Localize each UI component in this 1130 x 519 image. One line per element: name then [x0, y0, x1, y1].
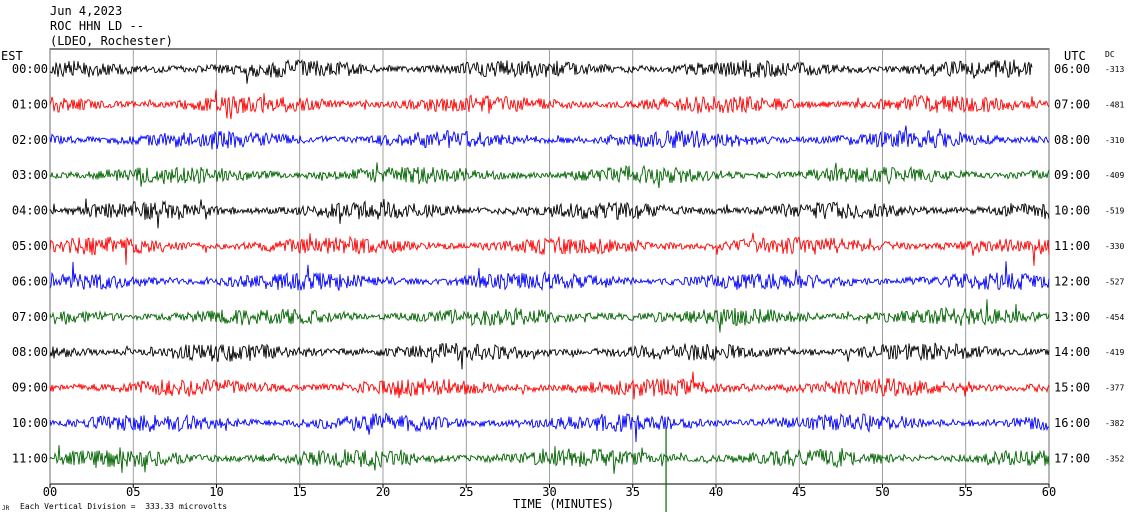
seismic-trace: [49, 162, 1050, 189]
x-tick-label: 30: [542, 485, 556, 499]
dc-offset-label: -310: [1105, 136, 1124, 145]
utc-hour-label: 15:00: [1054, 381, 1090, 395]
seismic-trace: [49, 299, 1050, 333]
x-tick-label: 00: [43, 485, 57, 499]
utc-hour-label: 10:00: [1054, 204, 1090, 218]
dc-offset-label: -527: [1105, 277, 1124, 286]
seismic-trace: [49, 261, 1050, 292]
dc-offset-label: -382: [1105, 419, 1124, 428]
est-hour-label: 09:00: [12, 381, 48, 395]
utc-hour-label: 14:00: [1054, 345, 1090, 359]
est-hour-label: 01:00: [12, 97, 48, 111]
est-hour-label: 10:00: [12, 416, 48, 430]
est-hour-label: 03:00: [12, 168, 48, 182]
seismic-trace: [49, 371, 1050, 400]
header-station: ROC HHN LD --: [50, 19, 144, 33]
seismic-trace: [49, 125, 1050, 150]
x-tick-label: 20: [376, 485, 390, 499]
scale-note: Each Vertical Division = 333.33 microvol…: [20, 502, 228, 511]
est-hour-label: 04:00: [12, 204, 48, 218]
dc-offset-label: -313: [1105, 65, 1124, 74]
seismic-trace: [49, 198, 1050, 229]
x-tick-label: 35: [626, 485, 640, 499]
utc-axis-label: UTC: [1064, 49, 1086, 63]
x-tick-label: 55: [959, 485, 973, 499]
est-hour-label: 08:00: [12, 345, 48, 359]
dc-offset-label: -377: [1105, 384, 1124, 393]
header-network: (LDEO, Rochester): [50, 34, 173, 48]
utc-hour-label: 13:00: [1054, 310, 1090, 324]
utc-hour-label: 12:00: [1054, 274, 1090, 288]
utc-hour-label: 09:00: [1054, 168, 1090, 182]
dc-offset-label: -352: [1105, 454, 1124, 463]
dc-offset-label: -454: [1105, 313, 1124, 322]
seismic-trace: [49, 342, 1050, 370]
utc-hour-label: 16:00: [1054, 416, 1090, 430]
utc-hour-label: 17:00: [1054, 451, 1090, 465]
x-tick-label: 05: [126, 485, 140, 499]
est-hour-label: 00:00: [12, 62, 48, 76]
dc-offset-label: -519: [1105, 207, 1124, 216]
utc-hour-label: 06:00: [1054, 62, 1090, 76]
x-tick-label: 60: [1042, 485, 1056, 499]
seismic-trace: [49, 445, 1050, 474]
header-date: Jun 4,2023: [50, 4, 123, 18]
x-ticks: 00 05 10 15 20 25 30 35 40 45 50 55 60 00:00 06:00 -313…: [12, 62, 1125, 499]
x-tick-label: 45: [792, 485, 806, 499]
x-tick-label: 40: [709, 485, 723, 499]
utc-hour-label: 08:00: [1054, 133, 1090, 147]
est-hour-label: 11:00: [12, 451, 48, 465]
seismic-trace: [49, 89, 1050, 120]
grid-lines: [49, 48, 1050, 485]
x-tick-label: 15: [293, 485, 307, 499]
utc-hour-label: 11:00: [1054, 239, 1090, 253]
dc-offset-label: -409: [1105, 171, 1124, 180]
dc-label: DC: [1105, 50, 1115, 59]
trace-group: [49, 58, 1050, 512]
est-axis-label: EST: [1, 49, 23, 63]
dc-offset-label: -330: [1105, 242, 1124, 251]
x-tick-label: 25: [459, 485, 473, 499]
x-tick-label: 10: [209, 485, 223, 499]
est-hour-label: 06:00: [12, 274, 48, 288]
dc-offset-label: -481: [1105, 100, 1124, 109]
corner-mark: JR: [2, 505, 10, 512]
est-hour-label: 05:00: [12, 239, 48, 253]
est-hour-label: 07:00: [12, 310, 48, 324]
est-hour-label: 02:00: [12, 133, 48, 147]
utc-hour-label: 07:00: [1054, 97, 1090, 111]
seismic-trace: [49, 232, 1050, 266]
x-tick-label: 50: [875, 485, 889, 499]
seismic-trace: [49, 58, 1033, 84]
dc-offset-label: -419: [1105, 348, 1124, 357]
x-axis-label: TIME (MINUTES): [513, 497, 615, 511]
seismic-trace: [49, 412, 1050, 443]
